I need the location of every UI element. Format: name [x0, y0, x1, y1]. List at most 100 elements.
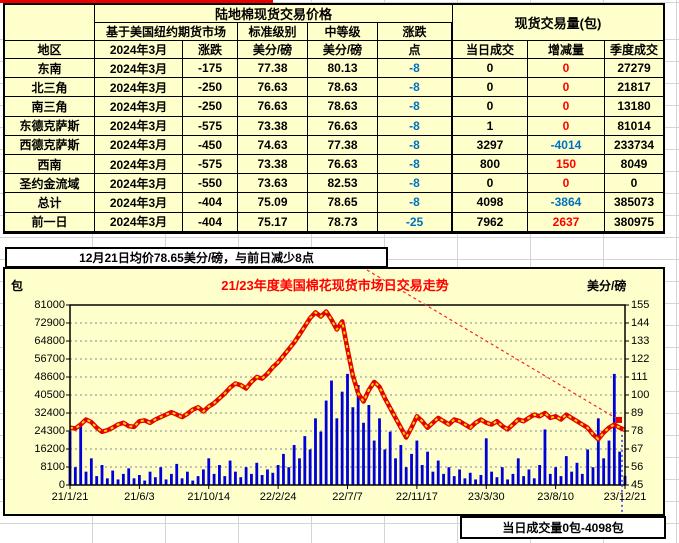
cell-points[interactable]: -8: [378, 135, 453, 155]
cell-points[interactable]: -8: [378, 154, 453, 175]
cell-season_volume[interactable]: 21817: [605, 78, 663, 98]
cell-change[interactable]: -250: [183, 97, 238, 117]
y-left-tick-label: 32400: [34, 407, 65, 419]
header-month: 2024年3月: [95, 41, 183, 59]
cell-change[interactable]: -575: [183, 116, 238, 136]
cell-middling[interactable]: 78.65: [308, 193, 378, 213]
cell-volume_change[interactable]: 2637: [528, 212, 605, 232]
x-axis-tick-label: 23/12/21: [603, 491, 647, 503]
cell-points[interactable]: -8: [378, 97, 453, 117]
cell-region[interactable]: 西德克萨斯: [5, 135, 95, 155]
cell-day_volume[interactable]: 0: [453, 78, 528, 98]
header-standard-grade: 标准级别: [238, 23, 308, 41]
cell-season_volume[interactable]: 233734: [605, 135, 663, 155]
cell-month[interactable]: 2024年3月: [95, 135, 183, 155]
cell-month[interactable]: 2024年3月: [95, 174, 183, 194]
cell-middling[interactable]: 78.73: [308, 212, 378, 232]
cell-middling[interactable]: 76.63: [308, 154, 378, 175]
cell-region[interactable]: 圣约金流域: [5, 174, 95, 194]
cell-season_volume[interactable]: 8049: [605, 154, 663, 175]
cell-day_volume[interactable]: 0: [453, 174, 528, 194]
cell-standard[interactable]: 73.38: [238, 154, 308, 175]
cell-standard[interactable]: 73.38: [238, 116, 308, 136]
cell-volume_change[interactable]: 150: [528, 154, 605, 175]
cell-region[interactable]: 前一日: [5, 212, 95, 232]
spot-price-table[interactable]: 陆地棉现货交易价格 现货交易量(包) 基于美国纽约期货市场 标准级别 中等级 涨…: [3, 3, 665, 234]
cell-change[interactable]: -175: [183, 59, 238, 79]
cell-season_volume[interactable]: 81014: [605, 116, 663, 136]
cell-change[interactable]: -575: [183, 154, 238, 175]
cell-points[interactable]: -25: [378, 212, 453, 232]
cell-standard[interactable]: 73.63: [238, 174, 308, 194]
cell-change[interactable]: -404: [183, 212, 238, 232]
cell-standard[interactable]: 74.63: [238, 135, 308, 155]
cell-month[interactable]: 2024年3月: [95, 59, 183, 79]
cell-standard[interactable]: 76.63: [238, 97, 308, 117]
cell-volume_change[interactable]: 0: [528, 97, 605, 117]
cell-points[interactable]: -8: [378, 78, 453, 98]
header-points: 点: [378, 41, 453, 59]
chart-panel[interactable]: 包 21/23年度美国棉花现货市场日交易走势 美分/磅 81000 72900 64…: [3, 267, 665, 516]
cell-month[interactable]: 2024年3月: [95, 116, 183, 136]
cell-month[interactable]: 2024年3月: [95, 78, 183, 98]
header-change: 涨跌: [378, 23, 453, 41]
cell-volume_change[interactable]: -3864: [528, 193, 605, 213]
y-left-tick-label: 48600: [34, 371, 65, 383]
x-axis-tick-label: 22/2/24: [259, 491, 297, 503]
cell-region[interactable]: 东南: [5, 59, 95, 79]
cell-standard[interactable]: 75.17: [238, 212, 308, 232]
cell-month[interactable]: 2024年3月: [95, 154, 183, 175]
cell-points[interactable]: -8: [378, 174, 453, 194]
chart-title: 21/23年度美国棉花现货市场日交易走势: [221, 278, 449, 293]
corner-empty-cell[interactable]: [5, 5, 95, 41]
cell-standard[interactable]: 77.38: [238, 59, 308, 79]
header-region: 地区: [5, 41, 95, 59]
cell-middling[interactable]: 78.63: [308, 78, 378, 98]
cell-season_volume[interactable]: 13180: [605, 97, 663, 117]
cell-day_volume[interactable]: 3297: [453, 135, 528, 155]
cell-month[interactable]: 2024年3月: [95, 97, 183, 117]
cell-change[interactable]: -450: [183, 135, 238, 155]
x-axis-tick-label: 23/3/30: [467, 491, 505, 503]
x-axis-tick-label: 21/10/14: [187, 491, 231, 503]
cell-region[interactable]: 东德克萨斯: [5, 116, 95, 136]
cell-day_volume[interactable]: 1: [453, 116, 528, 136]
cell-volume_change[interactable]: -4014: [528, 135, 605, 155]
y-right-tick-label: 122: [631, 353, 650, 365]
cell-standard[interactable]: 76.63: [238, 78, 308, 98]
cell-middling[interactable]: 78.63: [308, 97, 378, 117]
cell-volume_change[interactable]: 0: [528, 116, 605, 136]
cell-season_volume[interactable]: 27279: [605, 59, 663, 79]
cell-middling[interactable]: 82.53: [308, 174, 378, 194]
y-left-tick-label: 64800: [34, 335, 65, 347]
cell-region[interactable]: 总计: [5, 193, 95, 213]
cell-region[interactable]: 西南: [5, 154, 95, 175]
cell-season_volume[interactable]: 380975: [605, 212, 663, 232]
cell-day_volume[interactable]: 800: [453, 154, 528, 175]
cell-volume_change[interactable]: 0: [528, 78, 605, 98]
cell-standard[interactable]: 75.09: [238, 193, 308, 213]
cell-season_volume[interactable]: 385073: [605, 193, 663, 213]
cell-points[interactable]: -8: [378, 193, 453, 213]
cell-month[interactable]: 2024年3月: [95, 212, 183, 232]
cell-change[interactable]: -404: [183, 193, 238, 213]
cell-middling[interactable]: 77.38: [308, 135, 378, 155]
cell-middling[interactable]: 76.63: [308, 116, 378, 136]
cell-day_volume[interactable]: 4098: [453, 193, 528, 213]
cell-change[interactable]: -550: [183, 174, 238, 194]
cell-day_volume[interactable]: 0: [453, 97, 528, 117]
x-axis-tick-label: 22/7/7: [332, 491, 363, 503]
cell-points[interactable]: -8: [378, 116, 453, 136]
cell-region[interactable]: 南三角: [5, 97, 95, 117]
cell-volume_change[interactable]: 0: [528, 174, 605, 194]
cell-season_volume[interactable]: 0: [605, 174, 663, 194]
cell-middling[interactable]: 80.13: [308, 59, 378, 79]
price-volume-chart[interactable]: [5, 269, 663, 514]
cell-points[interactable]: -8: [378, 59, 453, 79]
cell-day_volume[interactable]: 7962: [453, 212, 528, 232]
cell-month[interactable]: 2024年3月: [95, 193, 183, 213]
cell-region[interactable]: 北三角: [5, 78, 95, 98]
cell-change[interactable]: -250: [183, 78, 238, 98]
cell-volume_change[interactable]: 0: [528, 59, 605, 79]
cell-day_volume[interactable]: 0: [453, 59, 528, 79]
